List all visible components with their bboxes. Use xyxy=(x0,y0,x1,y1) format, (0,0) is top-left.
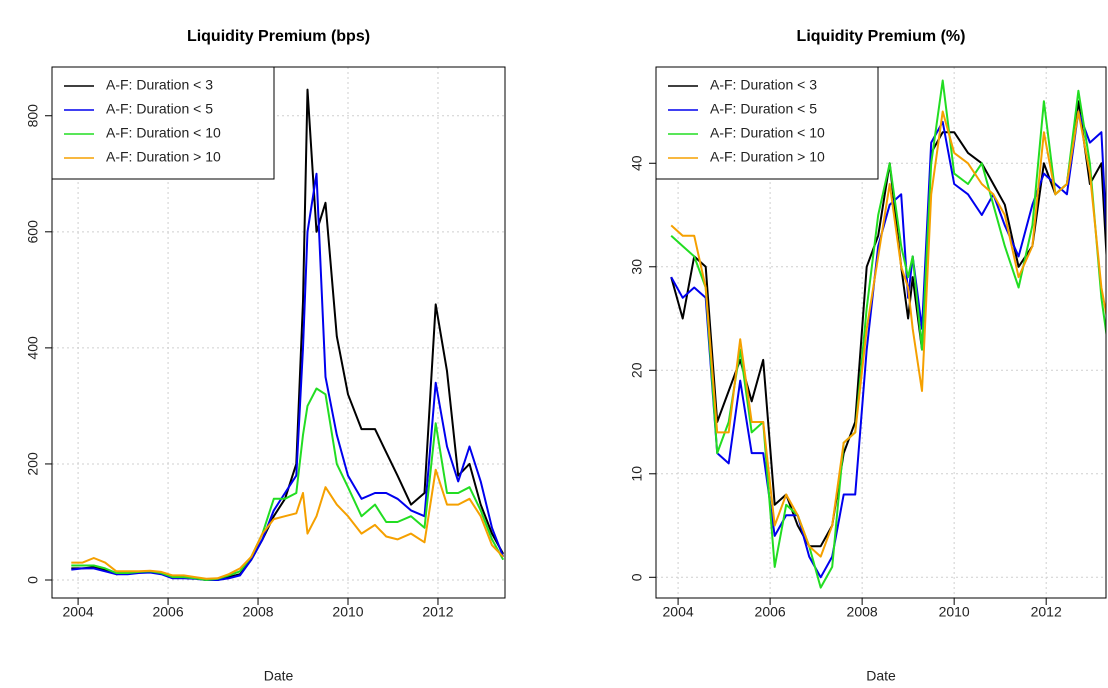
legend-label: A-F: Duration < 5 xyxy=(710,101,817,117)
y-tick-label: 30 xyxy=(629,259,645,275)
y-tick-label: 400 xyxy=(25,336,41,360)
x-tick-label: 2012 xyxy=(1031,604,1062,620)
legend-label: A-F: Duration < 5 xyxy=(106,101,213,117)
x-axis-label: Date xyxy=(264,668,294,684)
y-tick-label: 0 xyxy=(629,573,645,581)
chart-title: Liquidity Premium (bps) xyxy=(187,28,370,45)
panel: Liquidity Premium (bps) Date 2004 2006 2008 2… xyxy=(25,28,506,684)
y-tick-label: 20 xyxy=(629,362,645,378)
series-line xyxy=(670,110,1106,579)
series-line xyxy=(71,468,504,580)
x-tick-label: 2006 xyxy=(755,604,786,620)
y-tick-label: 600 xyxy=(25,220,41,244)
legend-label: A-F: Duration < 10 xyxy=(106,125,221,141)
legend-label: A-F: Duration < 3 xyxy=(106,77,213,93)
y-tick-label: 200 xyxy=(25,452,41,476)
chart-title: Liquidity Premium (%) xyxy=(797,28,966,45)
x-tick-label: 2012 xyxy=(422,604,453,620)
series-line xyxy=(670,79,1106,589)
legend-label: A-F: Duration > 10 xyxy=(710,149,825,165)
legend-label: A-F: Duration < 10 xyxy=(710,125,825,141)
x-axis-label: Date xyxy=(866,668,896,684)
y-tick-label: 0 xyxy=(25,576,41,584)
y-tick-label: 800 xyxy=(25,104,41,128)
series-line xyxy=(71,172,505,581)
legend: A-F: Duration < 3 A-F: Duration < 5 A-F: D… xyxy=(51,66,275,180)
series-line xyxy=(670,110,1106,558)
x-tick-label: 2008 xyxy=(242,604,273,620)
x-tick-label: 2004 xyxy=(63,604,94,620)
x-tick-label: 2010 xyxy=(939,604,970,620)
plot-frame xyxy=(51,66,506,599)
x-tick-label: 2004 xyxy=(663,604,694,620)
x-tick-label: 2006 xyxy=(152,604,183,620)
x-tick-label: 2010 xyxy=(332,604,363,620)
y-tick-label: 10 xyxy=(629,466,645,482)
y-tick-label: 40 xyxy=(629,155,645,171)
legend-label: A-F: Duration < 3 xyxy=(710,77,817,93)
plot-frame xyxy=(655,66,1107,599)
legend-label: A-F: Duration > 10 xyxy=(106,149,221,165)
x-tick-label: 2008 xyxy=(847,604,878,620)
legend: A-F: Duration < 3 A-F: Duration < 5 A-F: D… xyxy=(655,66,879,180)
